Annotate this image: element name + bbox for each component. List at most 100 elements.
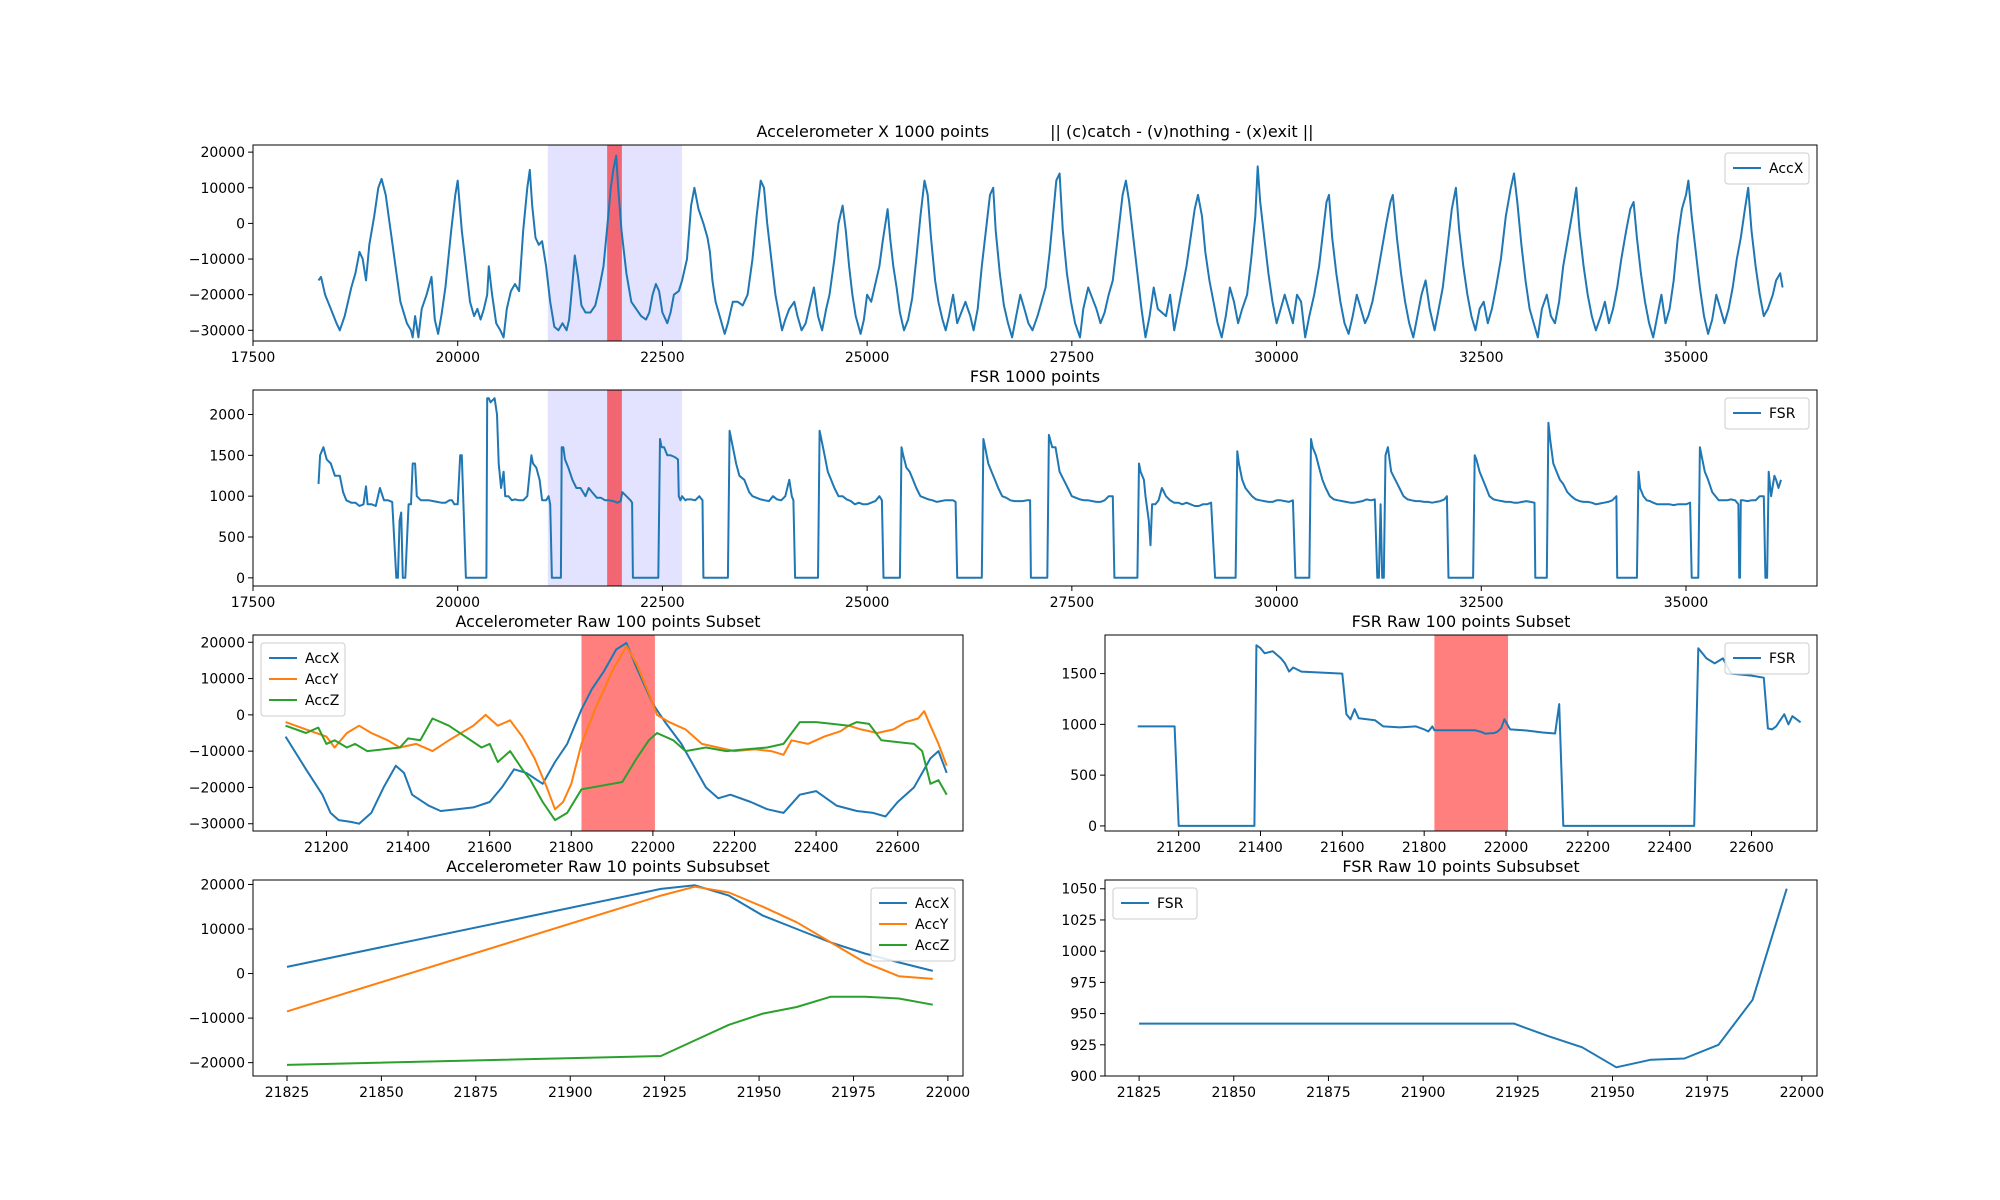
legend-label-accy: AccY — [305, 672, 339, 688]
x-tick-label: 21800 — [549, 840, 594, 856]
y-tick-label: 1500 — [1061, 667, 1097, 683]
legend-label-fsr: FSR — [1157, 896, 1184, 912]
y-tick-label: 1025 — [1061, 913, 1097, 929]
axes-fsr1000: FSR 1000 points 17500 20000 22500 25000 2750… — [209, 367, 1818, 611]
x-tick-label: 21400 — [386, 840, 431, 856]
y-tick-label: −20000 — [189, 1056, 245, 1072]
x-tick-label: 22600 — [1729, 840, 1774, 856]
series-line-accy — [285, 644, 948, 811]
x-tick-label: 21200 — [1156, 840, 1201, 856]
legend-frame — [870, 887, 956, 962]
span-0 — [581, 635, 655, 831]
axes-title: Accelerometer X 1000 points || (c)catch … — [756, 122, 1313, 141]
axes-frame — [252, 389, 1818, 587]
y-tick-label: 0 — [236, 571, 245, 587]
x-tick-label: 21875 — [1306, 1085, 1351, 1101]
legend: AccX AccY AccZ — [260, 642, 346, 717]
y-tick-label: 1000 — [1061, 944, 1097, 960]
x-tick-label: 21875 — [454, 1085, 499, 1101]
legend-label-accy: AccY — [915, 917, 949, 933]
y-tick-label: −10000 — [189, 744, 245, 760]
series-line-accz — [285, 717, 948, 822]
y-tick-label: −30000 — [189, 817, 245, 833]
x-tick-label: 21900 — [548, 1085, 593, 1101]
y-tick-label: 0 — [236, 708, 245, 724]
x-tick-label: 22500 — [640, 350, 685, 366]
legend-frame — [1724, 642, 1810, 675]
legend-label-accx: AccX — [1769, 161, 1804, 177]
legend-label-accx: AccX — [305, 651, 340, 667]
x-tick-label: 20000 — [435, 595, 480, 611]
x-tick-label: 21850 — [1211, 1085, 1256, 1101]
series-line-accx — [284, 642, 948, 825]
y-tick-label: 1000 — [209, 489, 245, 505]
x-tick-label: 22200 — [1566, 840, 1611, 856]
x-tick-label: 32500 — [1459, 595, 1504, 611]
y-tick-label: 0 — [1088, 819, 1097, 835]
x-tick-label: 21975 — [1685, 1085, 1730, 1101]
span-1 — [607, 390, 622, 586]
x-tick-label: 30000 — [1254, 595, 1299, 611]
x-tick-label: 21825 — [265, 1085, 310, 1101]
x-tick-label: 22600 — [875, 840, 920, 856]
axes-title: FSR 1000 points — [970, 367, 1100, 386]
series-line-accy — [286, 885, 933, 1013]
x-tick-label: 17500 — [231, 595, 276, 611]
y-tick-label: 950 — [1070, 1007, 1097, 1023]
x-tick-label: 21975 — [831, 1085, 876, 1101]
legend-frame — [260, 642, 346, 717]
x-tick-label: 21600 — [1320, 840, 1365, 856]
legend-label-fsr: FSR — [1769, 406, 1796, 422]
y-tick-label: 500 — [1070, 768, 1097, 784]
x-tick-label: 25000 — [845, 595, 890, 611]
span-1 — [607, 145, 622, 341]
axes-title: FSR Raw 10 points Subsubset — [1342, 857, 1579, 876]
y-tick-label: −30000 — [189, 323, 245, 339]
axes-frame — [1104, 879, 1818, 1077]
y-tick-label: −20000 — [189, 780, 245, 796]
y-tick-label: 500 — [218, 530, 245, 546]
x-tick-label: 21950 — [1590, 1085, 1635, 1101]
y-tick-label: 0 — [236, 967, 245, 983]
axes-frame — [252, 879, 964, 1077]
y-tick-label: 1000 — [1061, 717, 1097, 733]
legend: AccX AccY AccZ — [870, 887, 956, 962]
y-tick-label: 2000 — [209, 408, 245, 424]
x-tick-label: 21825 — [1117, 1085, 1162, 1101]
y-tick-label: 10000 — [200, 922, 245, 938]
x-tick-label: 21800 — [1402, 840, 1447, 856]
legend-frame — [1724, 397, 1810, 430]
x-tick-label: 30000 — [1254, 350, 1299, 366]
x-tick-label: 21925 — [642, 1085, 687, 1101]
y-tick-label: 1500 — [209, 448, 245, 464]
x-tick-label: 22000 — [1780, 1085, 1825, 1101]
y-tick-label: −10000 — [189, 252, 245, 268]
axes-frame — [252, 634, 964, 832]
series-line-accx — [317, 154, 1784, 339]
legend-label-fsr: FSR — [1769, 651, 1796, 667]
x-tick-label: 21850 — [359, 1085, 404, 1101]
x-tick-label: 32500 — [1459, 350, 1504, 366]
axes-fsr100: FSR Raw 100 points Subset 21200 21400 2160… — [1061, 612, 1818, 856]
y-tick-label: 925 — [1070, 1038, 1097, 1054]
axes-title: Accelerometer Raw 10 points Subsubset — [446, 857, 770, 876]
legend-label-accx: AccX — [915, 896, 950, 912]
series-line-fsr — [317, 397, 1782, 579]
axes-title: Accelerometer Raw 100 points Subset — [455, 612, 760, 631]
axes-acc10: Accelerometer Raw 10 points Subsubset 21… — [189, 857, 970, 1101]
legend: AccX — [1724, 152, 1810, 185]
x-tick-label: 21925 — [1496, 1085, 1541, 1101]
legend: FSR — [1724, 397, 1810, 430]
axes-frame — [252, 144, 1818, 342]
x-tick-label: 22400 — [1647, 840, 1692, 856]
legend-frame — [1112, 887, 1198, 920]
x-tick-label: 35000 — [1664, 350, 1709, 366]
x-tick-label: 22200 — [712, 840, 757, 856]
y-tick-label: 0 — [236, 216, 245, 232]
x-tick-label: 21400 — [1238, 840, 1283, 856]
axes-acc100: Accelerometer Raw 100 points Subset 2120… — [189, 612, 964, 856]
x-tick-label: 22500 — [640, 595, 685, 611]
series-line-accz — [286, 995, 933, 1066]
axes-title: FSR Raw 100 points Subset — [1352, 612, 1571, 631]
